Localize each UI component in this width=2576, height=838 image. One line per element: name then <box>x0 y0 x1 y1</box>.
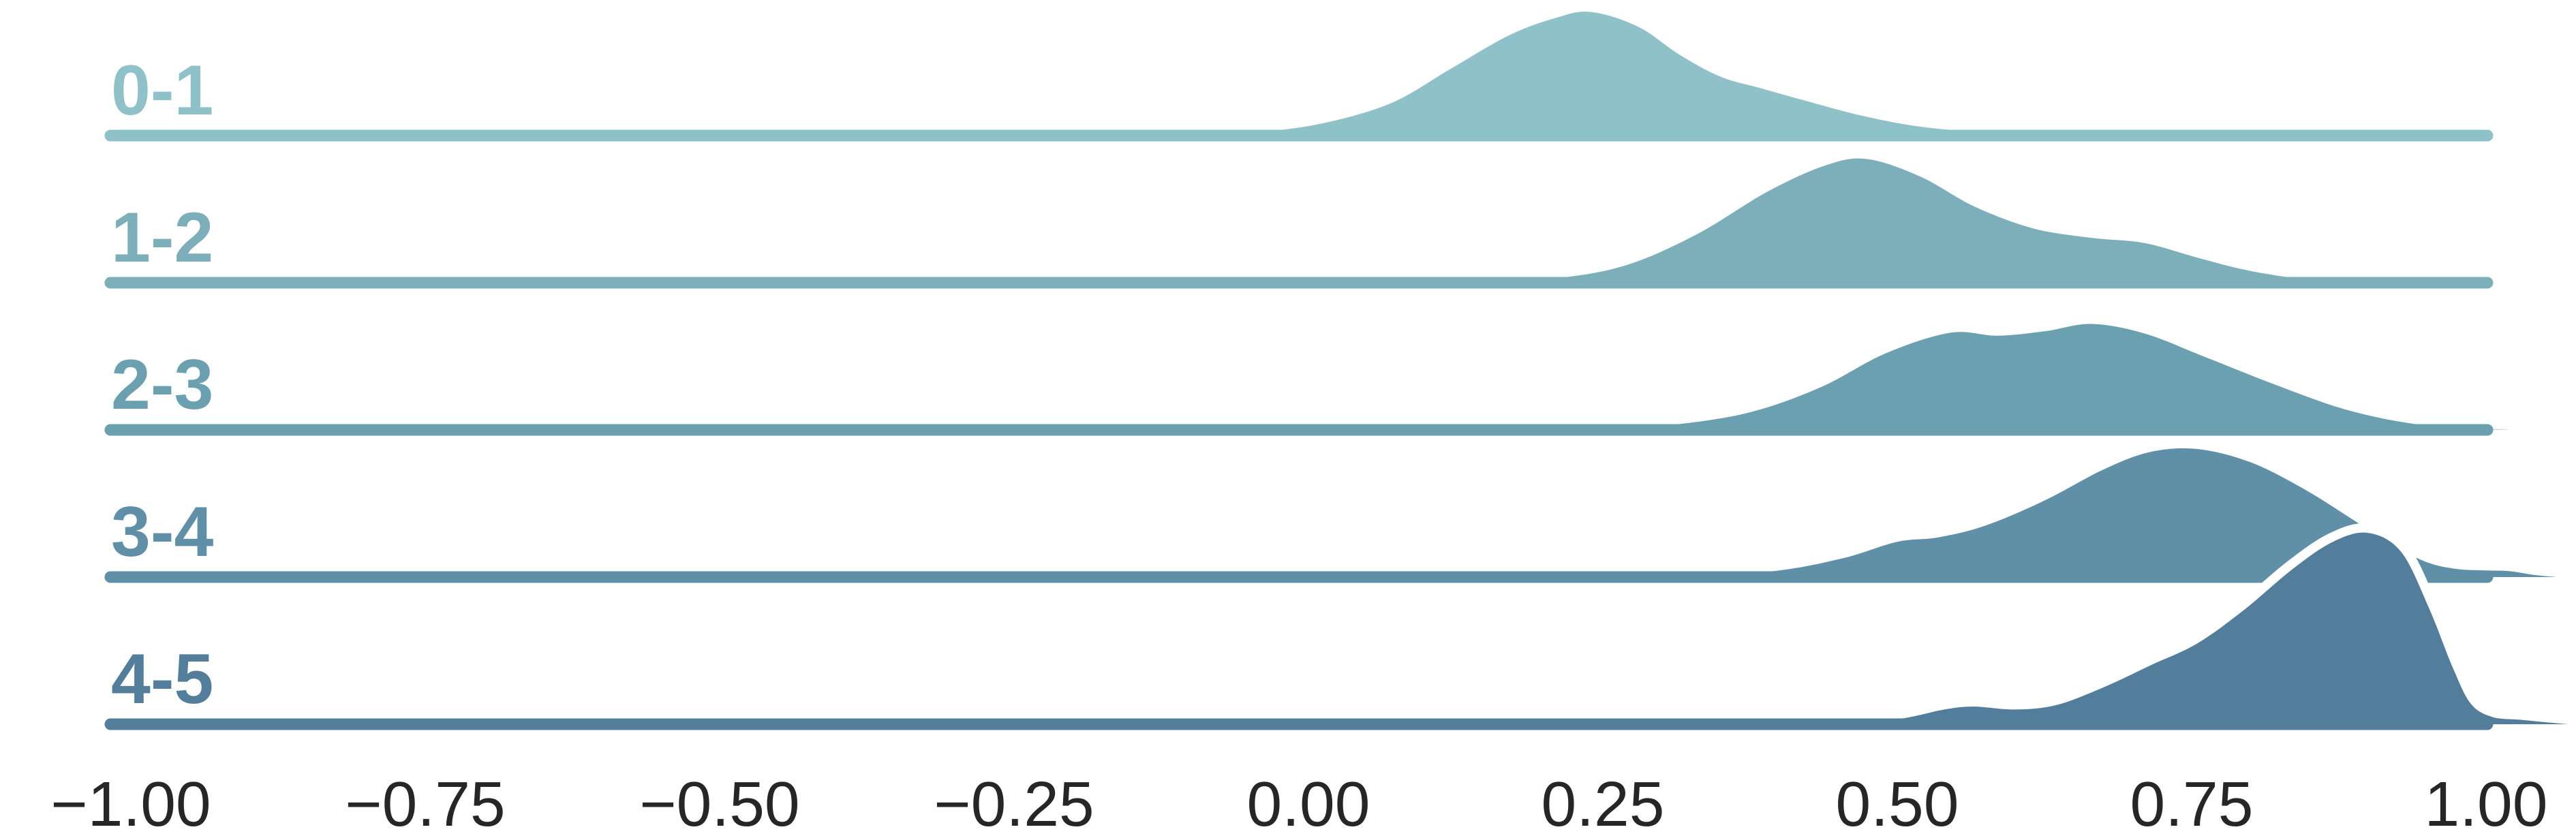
ridge-area-0-1 <box>1167 12 2157 136</box>
row-label-2-3: 2-3 <box>111 345 213 424</box>
x-tick-label: −0.25 <box>934 769 1094 838</box>
x-tick-label: −0.75 <box>345 769 505 838</box>
ridge-row-2-3: 2-3 <box>104 314 2519 439</box>
row-label-1-2: 1-2 <box>111 198 213 277</box>
x-tick-label: 0.50 <box>1835 769 1959 838</box>
ridge-area-4-5 <box>1850 532 2569 724</box>
row-label-4-5: 4-5 <box>111 640 213 719</box>
ridge-area-1-2 <box>1473 158 2380 283</box>
ridge-row-4-5: 4-5 <box>104 523 2576 734</box>
row-label-0-1: 0-1 <box>111 51 213 130</box>
row-label-3-4: 3-4 <box>111 493 213 572</box>
x-axis: −1.00 −0.75 −0.50 −0.25 0.00 0.25 0.50 0.75 1.00 <box>50 769 2547 838</box>
x-tick-label: 1.00 <box>2424 769 2547 838</box>
x-tick-label: 0.00 <box>1246 769 1370 838</box>
ridge-row-0-1: 0-1 <box>104 2 2494 145</box>
x-tick-label: 0.75 <box>2130 769 2253 838</box>
ridge-area-2-3 <box>1591 324 2510 430</box>
x-tick-label: −1.00 <box>50 769 211 838</box>
ridge-row-3-4: 3-4 <box>104 439 2566 587</box>
ridge-row-1-2: 1-2 <box>104 149 2494 292</box>
x-tick-label: −0.50 <box>639 769 799 838</box>
x-tick-label: 0.25 <box>1541 769 1664 838</box>
